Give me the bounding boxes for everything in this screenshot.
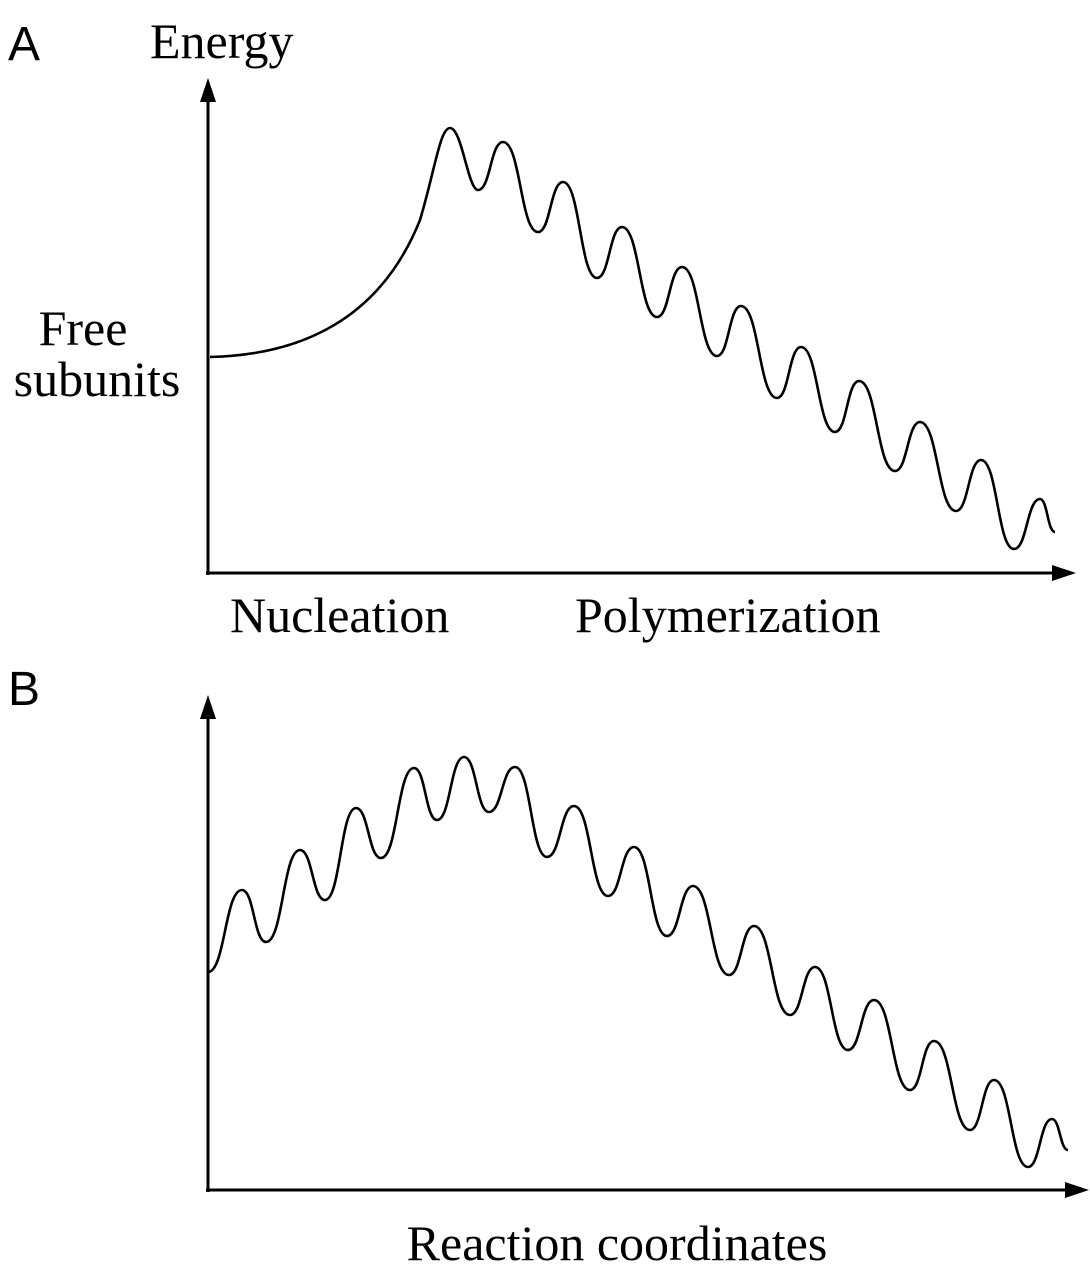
- arrow-head: [200, 78, 216, 102]
- panel-label: B: [8, 663, 40, 716]
- energy-curve: [207, 755, 1069, 1169]
- arrow-head: [1065, 1182, 1089, 1198]
- panel-label: A: [8, 18, 40, 71]
- x-label: Polymerization: [575, 587, 881, 643]
- y-axis-label: Energy: [150, 13, 293, 69]
- x-axis-label: Reaction coordinates: [407, 1215, 828, 1271]
- start-label: subunits: [14, 351, 181, 407]
- arrow-head: [1052, 565, 1076, 581]
- energy-curve: [209, 126, 1056, 551]
- x-label: Nucleation: [230, 587, 449, 643]
- arrow-head: [200, 695, 216, 719]
- start-label: Free: [39, 300, 128, 356]
